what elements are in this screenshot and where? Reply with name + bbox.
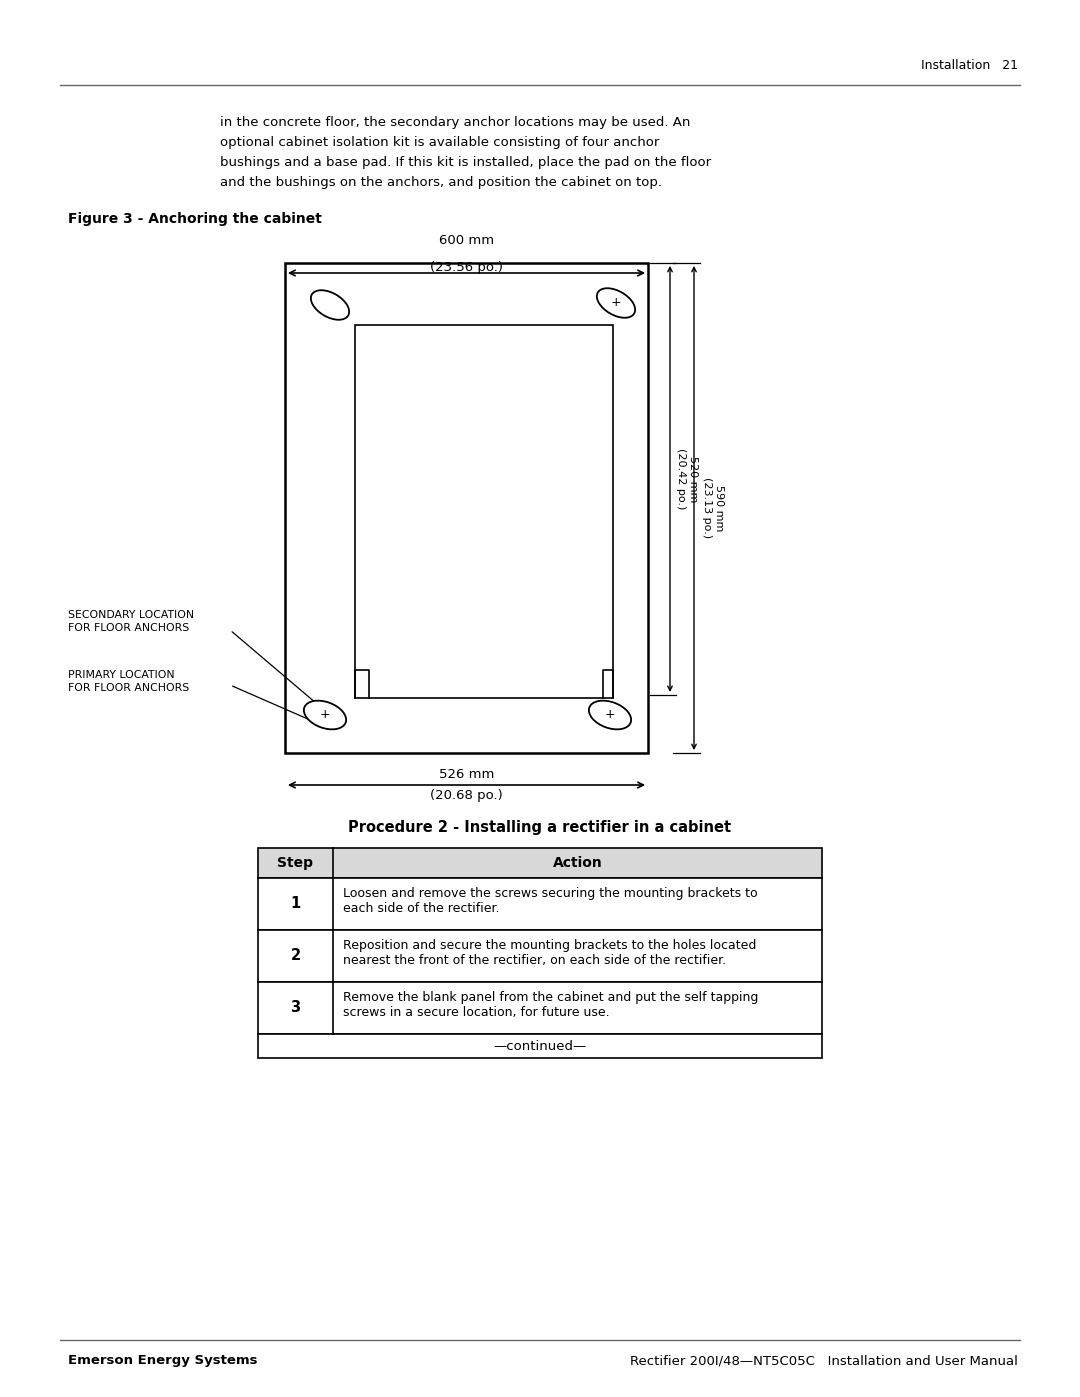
Text: 600 mm: 600 mm xyxy=(438,235,494,247)
Text: 3: 3 xyxy=(291,1000,300,1016)
Text: (20.68 po.): (20.68 po.) xyxy=(430,789,503,802)
Text: 590 mm
(23.13 po.): 590 mm (23.13 po.) xyxy=(702,478,724,539)
Text: bushings and a base pad. If this kit is installed, place the pad on the floor: bushings and a base pad. If this kit is … xyxy=(220,156,711,169)
Text: Loosen and remove the screws securing the mounting brackets to
each side of the : Loosen and remove the screws securing th… xyxy=(343,887,758,915)
Text: Rectifier 200I/48—NT5C05C   Installation and User Manual: Rectifier 200I/48—NT5C05C Installation a… xyxy=(630,1354,1018,1368)
Text: SECONDARY LOCATION: SECONDARY LOCATION xyxy=(68,610,194,620)
Bar xyxy=(258,848,822,877)
Text: —continued—: —continued— xyxy=(494,1039,586,1052)
Text: (23.56 po.): (23.56 po.) xyxy=(430,261,503,274)
Text: 2: 2 xyxy=(291,949,300,964)
Ellipse shape xyxy=(589,701,631,729)
Text: +: + xyxy=(605,708,616,721)
Bar xyxy=(258,930,822,982)
Text: optional cabinet isolation kit is available consisting of four anchor: optional cabinet isolation kit is availa… xyxy=(220,136,660,149)
Text: and the bushings on the anchors, and position the cabinet on top.: and the bushings on the anchors, and pos… xyxy=(220,176,662,189)
Text: PRIMARY LOCATION: PRIMARY LOCATION xyxy=(68,671,175,680)
Text: Procedure 2 - Installing a rectifier in a cabinet: Procedure 2 - Installing a rectifier in … xyxy=(349,820,731,835)
Bar xyxy=(355,326,613,698)
Text: Reposition and secure the mounting brackets to the holes located
nearest the fro: Reposition and secure the mounting brack… xyxy=(343,939,756,967)
Text: +: + xyxy=(610,296,621,310)
Text: Action: Action xyxy=(553,856,603,870)
Text: FOR FLOOR ANCHORS: FOR FLOOR ANCHORS xyxy=(68,623,189,633)
Ellipse shape xyxy=(303,701,347,729)
Text: Emerson Energy Systems: Emerson Energy Systems xyxy=(68,1354,257,1368)
Text: FOR FLOOR ANCHORS: FOR FLOOR ANCHORS xyxy=(68,683,189,693)
Text: +: + xyxy=(320,708,330,721)
Bar xyxy=(285,263,648,753)
Text: in the concrete floor, the secondary anchor locations may be used. An: in the concrete floor, the secondary anc… xyxy=(220,116,690,129)
Bar xyxy=(258,877,822,930)
Ellipse shape xyxy=(311,291,349,320)
Text: 526 mm: 526 mm xyxy=(438,768,495,781)
Bar xyxy=(258,1034,822,1058)
Text: 520 mm
(20.42 po.): 520 mm (20.42 po.) xyxy=(676,448,698,510)
Bar xyxy=(258,982,822,1034)
Ellipse shape xyxy=(597,288,635,317)
Text: Remove the blank panel from the cabinet and put the self tapping
screws in a sec: Remove the blank panel from the cabinet … xyxy=(343,990,758,1018)
Text: Figure 3 - Anchoring the cabinet: Figure 3 - Anchoring the cabinet xyxy=(68,212,322,226)
Text: Step: Step xyxy=(278,856,313,870)
Text: Installation   21: Installation 21 xyxy=(921,59,1018,73)
Text: 1: 1 xyxy=(291,897,300,911)
